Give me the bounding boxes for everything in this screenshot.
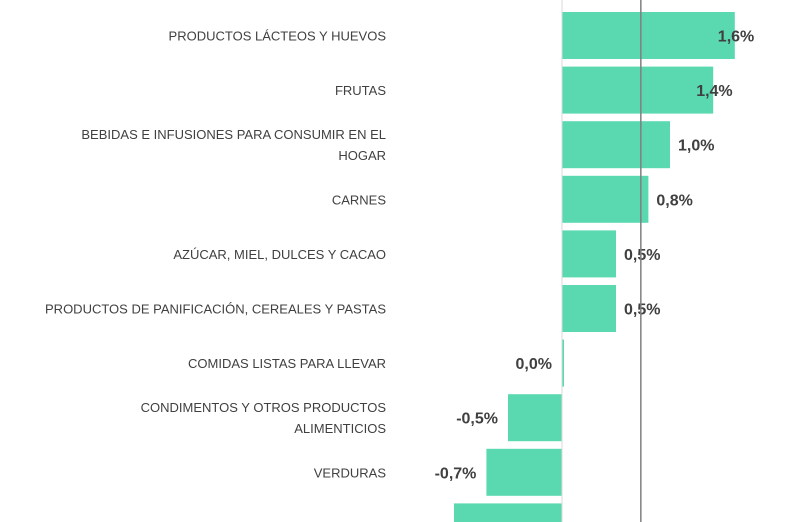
category-label: COMIDAS LISTAS PARA LLEVAR — [188, 356, 386, 371]
category-label: HOGAR — [338, 148, 386, 163]
bar — [562, 121, 670, 169]
data-label: -0,7% — [435, 465, 477, 482]
bar — [562, 66, 714, 114]
category-label: CONDIMENTOS Y OTROS PRODUCTOS — [141, 400, 387, 415]
bar — [454, 503, 562, 522]
bar — [486, 448, 562, 496]
data-label: -0,5% — [456, 411, 498, 428]
data-label: 0,5% — [624, 247, 660, 264]
category-label: CARNES — [332, 192, 387, 207]
bar — [562, 285, 616, 332]
data-label: 1,0% — [678, 138, 714, 155]
category-label: PRODUCTOS DE PANIFICACIÓN, CEREALES Y PA… — [45, 302, 386, 317]
bar — [562, 175, 649, 223]
data-label: 0,5% — [624, 302, 660, 319]
data-label: 1,6% — [718, 29, 754, 46]
data-label: 0,0% — [516, 356, 552, 373]
data-label: 1,4% — [696, 83, 732, 100]
data-label: 0,8% — [656, 192, 692, 209]
category-label: PRODUCTOS LÁCTEOS Y HUEVOS — [169, 29, 387, 44]
bar — [562, 230, 616, 278]
bar — [562, 12, 735, 59]
bar — [508, 394, 562, 442]
category-label: ALIMENTICIOS — [294, 421, 386, 436]
bar — [562, 339, 564, 387]
category-label: BEBIDAS E INFUSIONES PARA CONSUMIR EN EL — [81, 127, 386, 142]
category-label: FRUTAS — [335, 83, 386, 98]
category-label: VERDURAS — [314, 465, 387, 480]
category-label: AZÚCAR, MIEL, DULCES Y CACAO — [173, 247, 386, 262]
